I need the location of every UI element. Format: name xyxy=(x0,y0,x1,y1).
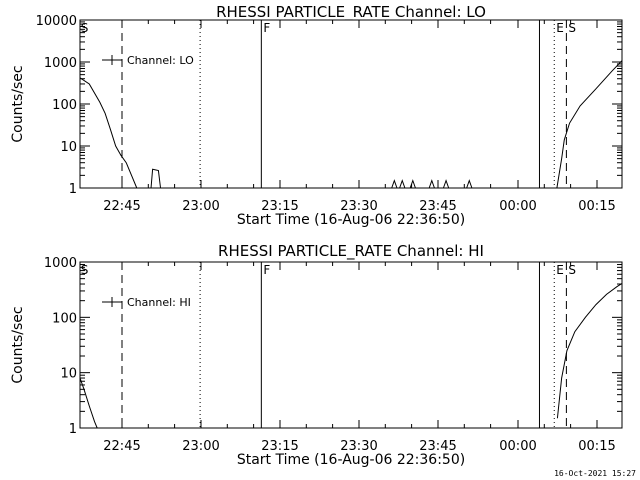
x-tick-label: 22:45 xyxy=(103,439,140,454)
x-tick-label: 23:45 xyxy=(419,439,456,454)
x-tick-label: 00:00 xyxy=(499,439,536,454)
data-series-segment xyxy=(399,179,406,189)
event-marker-label: S xyxy=(568,21,576,35)
x-axis-label: Start Time (16-Aug-06 22:36:50) xyxy=(237,452,465,468)
x-axis-label: Start Time (16-Aug-06 22:36:50) xyxy=(237,212,465,228)
data-series-line xyxy=(79,377,98,429)
event-marker-label: E xyxy=(556,263,564,277)
data-series-segment xyxy=(409,179,416,189)
plot-frame xyxy=(79,261,623,429)
y-tick-label: 1000 xyxy=(44,56,77,71)
data-series-segment xyxy=(428,179,435,189)
x-tick-label: 23:45 xyxy=(419,199,456,214)
data-series-segment xyxy=(466,179,473,189)
event-marker-label: E xyxy=(556,21,564,35)
y-tick-label: 1 xyxy=(69,182,77,197)
event-marker-label: S xyxy=(81,263,89,277)
y-axis-label: Counts/sec xyxy=(10,306,26,383)
y-tick-label: 10000 xyxy=(36,14,77,29)
legend-label: Channel: HI xyxy=(127,296,191,309)
y-tick-label: 100 xyxy=(52,311,77,326)
x-tick-label: 23:00 xyxy=(182,199,219,214)
data-series-segment xyxy=(556,282,623,419)
x-tick-label: 00:15 xyxy=(578,199,615,214)
y-tick-label: 1000 xyxy=(44,256,77,271)
y-axis-label: Counts/sec xyxy=(10,65,26,142)
y-tick-label: 1 xyxy=(69,422,77,437)
event-marker-label: F xyxy=(263,263,270,277)
x-tick-label: 00:15 xyxy=(578,439,615,454)
event-marker-label: F xyxy=(263,21,270,35)
data-series-segment xyxy=(442,179,450,189)
data-series-line xyxy=(79,77,138,189)
plot-frame xyxy=(79,19,623,189)
chart-title: RHESSI PARTICLE_RATE Channel: LO xyxy=(216,3,486,22)
x-tick-label: 23:30 xyxy=(340,439,377,454)
legend-label: Channel: LO xyxy=(127,54,194,67)
data-series-segment xyxy=(391,179,398,189)
x-tick-label: 22:45 xyxy=(103,199,140,214)
footer-timestamp: 16-Oct-2021 15:27 xyxy=(554,469,636,478)
x-tick-label: 00:00 xyxy=(499,199,536,214)
x-tick-label: 23:00 xyxy=(182,439,219,454)
x-tick-label: 23:15 xyxy=(261,439,298,454)
y-tick-label: 10 xyxy=(60,140,77,155)
event-marker-label: S xyxy=(81,21,89,35)
event-marker-label: S xyxy=(568,263,576,277)
y-tick-label: 10 xyxy=(60,367,77,382)
x-tick-label: 23:30 xyxy=(340,199,377,214)
data-series-segment xyxy=(556,60,623,189)
data-series-segment xyxy=(150,168,162,189)
chart-title: RHESSI PARTICLE_RATE Channel: HI xyxy=(218,242,484,261)
x-tick-label: 23:15 xyxy=(261,199,298,214)
y-tick-label: 100 xyxy=(52,98,77,113)
